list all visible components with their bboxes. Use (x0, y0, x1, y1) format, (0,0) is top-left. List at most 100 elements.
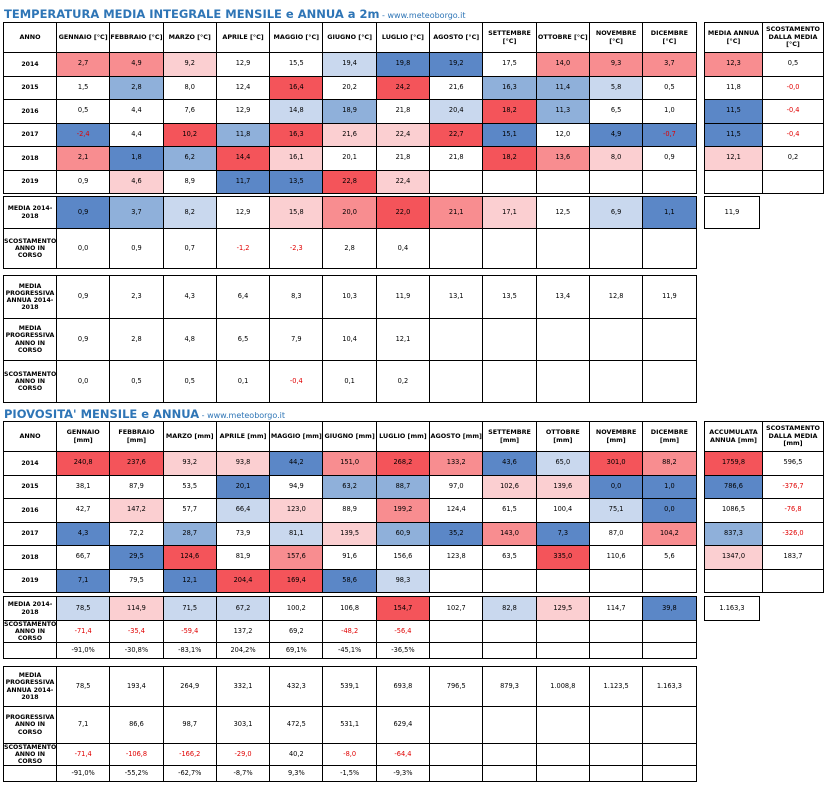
progressive-cell: 2,8 (109, 318, 164, 361)
table-row: 2018 66,7 29,5 124,6 81,9 157,6 91,6 156,6 123,8… (3, 545, 697, 570)
column-header: MEDIA ANNUA [°C] (704, 22, 763, 53)
value-cell (588, 169, 644, 194)
progressive-cell: 40,2 (269, 742, 324, 767)
progressive-cell: 193,4 (109, 666, 164, 707)
average-cell: 39,8 (642, 596, 697, 621)
column-header: SCOSTAMENTO DALLA MEDIA [°C] (762, 22, 824, 53)
value-cell: 22,8 (322, 169, 377, 194)
value-cell: 20,1 (322, 146, 377, 171)
value-cell: 19,4 (322, 52, 377, 77)
row-label: MEDIA 2014-2018 (3, 596, 57, 621)
value-cell: 104,2 (642, 521, 697, 546)
temperature-average-table: MEDIA 2014-2018 0,9 3,7 8,2 12,9 15,8 20,0 22,0… (3, 196, 697, 269)
table-row: 2015 1,5 2,8 8,0 12,4 16,4 20,2 24,2 21,6 16,3 11,… (3, 75, 697, 100)
average-cell: 106,8 (322, 596, 377, 621)
column-header: LUGLIO [mm] (375, 421, 431, 452)
table-row: 11,8 -0,0 (704, 75, 824, 100)
progressive-cell (482, 360, 537, 403)
value-cell: 7,3 (535, 521, 590, 546)
value-cell: 97,0 (429, 474, 484, 499)
value-cell: 123,8 (429, 545, 484, 570)
average-annual-cell: 11,9 (704, 196, 760, 229)
percent-cell (482, 765, 537, 783)
column-header: FEBBRAIO [°C] (109, 22, 164, 53)
value-cell: 72,2 (109, 521, 164, 546)
value-cell: 38,1 (55, 474, 111, 499)
progressive-cell: 78,5 (55, 666, 111, 707)
value-cell: 143,0 (482, 521, 537, 546)
value-cell (588, 568, 644, 593)
progressive-cell: 332,1 (215, 666, 271, 707)
table-row: 2019 7,1 79,5 12,1 204,4 169,4 58,6 98,3 (3, 568, 697, 593)
table-row: MEDIA PROGRESSIVA ANNUA 2014-2018 78,5 193… (3, 666, 697, 707)
value-cell: 8,0 (162, 75, 217, 100)
year-cell: 2014 (3, 52, 57, 77)
deviation-cell (482, 228, 537, 269)
percent-cell: -1,5% (322, 765, 377, 783)
deviation-cell: 0,7 (162, 228, 217, 269)
value-cell: 21,6 (429, 75, 484, 100)
average-cell: 82,8 (482, 596, 537, 621)
value-cell: 11,4 (535, 75, 590, 100)
value-cell: 13,5 (269, 169, 324, 194)
average-cell: 154,7 (375, 596, 431, 621)
value-cell: 29,5 (109, 545, 164, 570)
temperature-monthly-table: ANNO GENNAIO [°C] FEBBRAIO [°C] MARZO [°C] A… (3, 22, 697, 194)
average-cell: 102,7 (429, 596, 484, 621)
year-cell: 2018 (3, 146, 57, 171)
value-cell: 2,7 (55, 52, 111, 77)
row-label: MEDIA PROGRESSIVA ANNUA 2014-2018 (3, 275, 57, 319)
deviation-cell: -0,4 (762, 122, 824, 147)
progressive-cell: 0,1 (322, 360, 377, 403)
value-cell: 88,7 (375, 474, 431, 499)
progressive-cell: 629,4 (375, 706, 431, 744)
deviation-cell: 0,0 (55, 228, 111, 269)
value-cell: 0,5 (55, 99, 111, 124)
value-cell: 12,1 (162, 568, 217, 593)
deviation-cell: -48,2 (322, 619, 377, 644)
value-cell: 4,4 (109, 99, 164, 124)
value-cell: 16,3 (269, 122, 324, 147)
annual-value-cell: 786,6 (704, 474, 763, 499)
table-row: 11,5 -0,4 (704, 122, 824, 147)
deviation-cell: -1,2 (215, 228, 271, 269)
column-header: OTTOBRE [mm] (535, 421, 590, 452)
rain-annual-table: ACCUMULATA ANNUA [mm] SCOSTAMENTO DALLA M… (704, 421, 824, 593)
value-cell: 6,2 (162, 146, 217, 171)
progressive-cell: 303,1 (215, 706, 271, 744)
table-row: SCOSTAMENTO ANNO IN CORSO 0,0 0,9 0,7 -1,2 -2… (3, 228, 697, 269)
value-cell: 199,2 (375, 498, 431, 523)
value-cell: 66,4 (215, 498, 271, 523)
value-cell: -0,7 (642, 122, 697, 147)
value-cell: 17,5 (482, 52, 537, 77)
percent-cell: -55,2% (109, 765, 164, 783)
value-cell: 2,8 (109, 75, 164, 100)
row-label: SCOSTAMENTO ANNO IN CORSO (3, 742, 57, 767)
year-cell: 2017 (3, 521, 57, 546)
percent-cell: -83,1% (162, 642, 217, 660)
value-cell (642, 169, 697, 194)
deviation-cell: 0,2 (762, 146, 824, 171)
table-row (704, 169, 824, 194)
progressive-cell (588, 318, 644, 361)
value-cell: 147,2 (109, 498, 164, 523)
deviation-cell: -56,4 (375, 619, 431, 644)
deviation-cell: 183,7 (762, 545, 824, 570)
percent-cell: 204,2% (215, 642, 271, 660)
temperature-title: TEMPERATURA MEDIA INTEGRALE MENSILE e AN… (4, 7, 466, 21)
value-cell: 151,0 (322, 451, 377, 476)
column-header: SCOSTAMENTO DALLA MEDIA [mm] (762, 421, 824, 452)
row-label (3, 642, 57, 660)
average-cell: 3,7 (109, 196, 164, 229)
table-row: MEDIA PROGRESSIVA ANNUA 2014-2018 0,9 2,3 4… (3, 275, 697, 319)
value-cell: 63,5 (482, 545, 537, 570)
value-cell: 81,1 (269, 521, 324, 546)
value-cell: 139,5 (322, 521, 377, 546)
percent-cell (429, 642, 484, 660)
deviation-cell: 69,2 (269, 619, 324, 644)
deviation-cell: 0,5 (762, 52, 824, 77)
percent-cell (642, 765, 697, 783)
deviation-cell: -59,4 (162, 619, 217, 644)
value-cell: 21,6 (322, 122, 377, 147)
year-cell: 2015 (3, 75, 57, 100)
